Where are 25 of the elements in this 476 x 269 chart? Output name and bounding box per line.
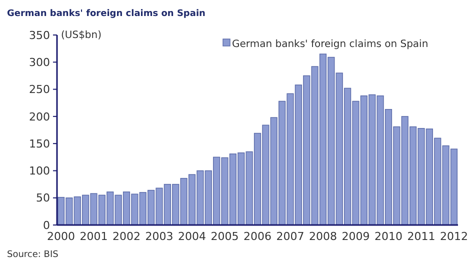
y-tick-label: 200	[29, 110, 50, 124]
x-tick-label: 2006	[244, 230, 272, 243]
x-tick-label: 2005	[210, 230, 239, 243]
x-tick-label: 2008	[308, 230, 337, 243]
source-note: Source: BIS	[7, 250, 59, 260]
legend-label: German banks' foreign claims on Spain	[232, 39, 428, 50]
x-tick-label: 2010	[374, 230, 402, 243]
x-tick-label: 2011	[407, 230, 436, 243]
x-tick-label: 2001	[80, 230, 108, 243]
x-tick-label: 2003	[145, 230, 174, 243]
x-tick-label: 2004	[178, 230, 206, 243]
y-tick-label: 300	[29, 56, 50, 69]
x-tick-label: 2000	[47, 230, 76, 243]
y-axis-title: (US$bn)	[61, 30, 102, 41]
x-tick-label: 2009	[342, 230, 370, 243]
y-tick-label: 50	[36, 192, 50, 205]
chart-title: German banks' foreign claims on Spain	[7, 9, 206, 19]
x-tick-label: 2012	[440, 230, 468, 243]
y-tick-label: 350	[29, 28, 50, 42]
y-tick-label: 150	[29, 137, 50, 150]
x-tick-label: 2007	[276, 230, 304, 243]
y-tick-label: 100	[29, 164, 50, 178]
x-tick-label: 2002	[112, 230, 141, 243]
y-tick-label: 250	[29, 83, 50, 96]
y-tick-label: 0	[43, 218, 50, 232]
